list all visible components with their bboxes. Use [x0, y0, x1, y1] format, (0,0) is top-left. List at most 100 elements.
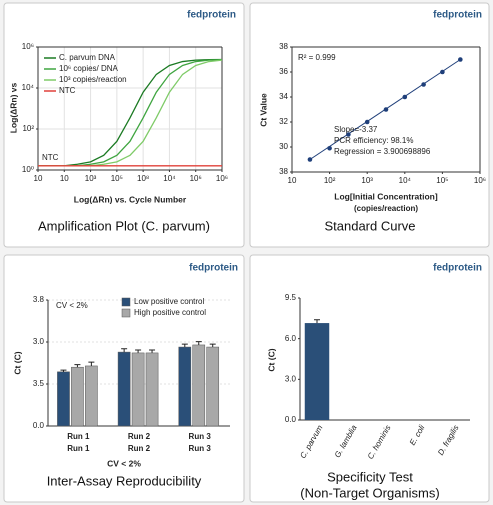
x-tick-label: 10⁶: [216, 174, 228, 183]
x-tick-label: 10⁶: [190, 174, 202, 183]
x-tick-label: 10⁸: [137, 174, 149, 183]
y-tick-label: 3.0: [33, 337, 45, 346]
point: [421, 82, 426, 87]
panel: [249, 2, 490, 248]
x-tick-label: Run 1: [67, 444, 90, 453]
x-axis-label: CV < 2%: [107, 458, 141, 468]
brand: fedprotein: [433, 263, 482, 274]
point: [364, 119, 370, 125]
y-tick-label: 3.5: [33, 379, 45, 388]
x-tick-label: 10⁶: [474, 176, 486, 185]
chart-subtitle: (Non-Target Organisms): [300, 485, 439, 500]
chart-title: Specificity Test: [327, 469, 413, 484]
y-tick-label: 32: [279, 117, 288, 126]
point: [458, 57, 463, 62]
legend-label: C. parvum DNA: [59, 53, 116, 62]
y-tick-label: 0.0: [33, 421, 45, 430]
x-tick-label: 10: [34, 174, 43, 183]
x-tick-label: 10³: [361, 176, 373, 185]
legend-label: 10⁶ copies/ DNA: [59, 64, 119, 73]
x-tick-label: 10²: [324, 176, 336, 185]
brand: fedprotein: [189, 263, 238, 274]
annotation: NTC: [42, 153, 59, 162]
brand: fedprotein: [187, 10, 236, 21]
y-tick-label: 34: [279, 92, 288, 101]
y-tick-label: 38: [279, 167, 288, 176]
point: [402, 94, 408, 100]
x-tick-label: Run 3: [189, 432, 212, 441]
point: [327, 145, 332, 151]
bar: [206, 346, 220, 427]
legend-label: NTC: [59, 86, 76, 95]
bar: [178, 346, 192, 427]
error-bar: [149, 349, 156, 353]
y-tick-label: 38: [279, 42, 288, 51]
error-bar: [209, 343, 216, 348]
chart-title: Inter-Assay Reproducibility: [47, 473, 202, 488]
panel: [3, 2, 245, 248]
bar: [117, 351, 131, 427]
error-bar: [60, 369, 67, 372]
x-tick-label: 10⁵: [111, 174, 123, 183]
chart-title: Amplification Plot (C. parvum): [38, 218, 210, 233]
x-tick-label: 10³: [85, 174, 97, 183]
panel: [249, 254, 490, 503]
annotation: CV < 2%: [56, 301, 88, 310]
error-bar: [135, 349, 142, 353]
x-tick-label: 10⁵: [436, 176, 448, 185]
y-tick-label: 30: [279, 142, 288, 151]
brand: fedprotein: [433, 10, 482, 21]
x-axis-sublabel: (copies/reaction): [354, 204, 418, 213]
y-tick-label: 10⁴: [22, 83, 35, 92]
y-tick-label: 0.0: [285, 415, 297, 424]
y-tick-label: 10²: [22, 124, 34, 133]
bar: [131, 352, 145, 427]
x-tick-label: Run 3: [189, 444, 212, 453]
annotation: Regression = 3.900698896: [334, 147, 431, 156]
y-tick-label: 10⁶: [22, 42, 34, 51]
x-tick-label: Run 2: [128, 432, 151, 441]
y-axis-label: Ct (C): [266, 348, 276, 371]
y-axis-label: Log(ΔRn) vs: [8, 82, 18, 133]
point: [440, 69, 445, 75]
point: [307, 157, 313, 162]
y-tick-label: 3.0: [285, 374, 297, 383]
bar: [85, 365, 98, 427]
bar: [145, 352, 159, 427]
y-tick-label: 9.5: [285, 293, 297, 302]
legend-label: High positive control: [134, 308, 206, 317]
y-tick-label: 10⁰: [22, 165, 34, 174]
legend-swatch: [121, 308, 131, 318]
y-axis-label: Ct (C): [12, 351, 22, 374]
legend-label: Low positive control: [134, 297, 204, 306]
x-tick-label: Run 1: [67, 432, 90, 441]
error-bar: [314, 319, 320, 324]
y-axis-label: Ct Value: [258, 93, 268, 127]
y-tick-label: 36: [279, 67, 288, 76]
x-tick-label: 10⁴: [163, 174, 176, 183]
point: [383, 107, 389, 112]
error-bar: [181, 343, 188, 348]
legend-swatch: [121, 297, 131, 307]
bar: [71, 366, 84, 427]
annotation: PCR efficiency: 98.1%: [334, 136, 413, 145]
error-bar: [195, 341, 202, 345]
x-tick-label: Run 2: [128, 444, 151, 453]
y-tick-label: 6.0: [285, 334, 297, 343]
bar: [57, 371, 70, 427]
x-tick-label: 10⁴: [399, 176, 412, 185]
error-bar: [74, 364, 81, 368]
x-tick-label: 10: [288, 176, 297, 185]
annotation: R² = 0.999: [298, 53, 336, 62]
bar: [192, 344, 206, 427]
legend-label: 10³ copies/reaction: [59, 75, 127, 84]
x-axis-label: Log(ΔRn) vs. Cycle Number: [74, 194, 187, 204]
x-tick-label: 10: [60, 174, 69, 183]
error-bar: [88, 361, 95, 366]
point: [346, 132, 351, 137]
x-axis-label: Log[Initial Concentration]: [334, 191, 438, 201]
bar: [304, 323, 330, 420]
chart-title: Standard Curve: [324, 218, 415, 233]
y-tick-label: 3.8: [33, 295, 45, 304]
